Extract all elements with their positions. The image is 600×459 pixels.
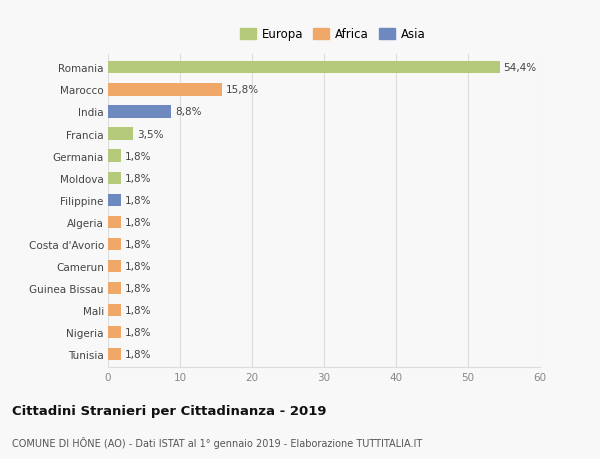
- Text: 1,8%: 1,8%: [125, 261, 151, 271]
- Text: Cittadini Stranieri per Cittadinanza - 2019: Cittadini Stranieri per Cittadinanza - 2…: [12, 404, 326, 417]
- Legend: Europa, Africa, Asia: Europa, Africa, Asia: [235, 24, 430, 46]
- Bar: [108, 106, 172, 118]
- Bar: [108, 282, 121, 294]
- Bar: [108, 84, 222, 96]
- Text: 1,8%: 1,8%: [125, 327, 151, 337]
- Bar: [108, 326, 121, 338]
- Text: 1,8%: 1,8%: [125, 239, 151, 249]
- Bar: [108, 260, 121, 272]
- Bar: [108, 62, 500, 74]
- Bar: [108, 304, 121, 316]
- Bar: [108, 172, 121, 184]
- Text: COMUNE DI HÔNE (AO) - Dati ISTAT al 1° gennaio 2019 - Elaborazione TUTTITALIA.IT: COMUNE DI HÔNE (AO) - Dati ISTAT al 1° g…: [12, 436, 422, 448]
- Text: 1,8%: 1,8%: [125, 151, 151, 161]
- Text: 1,8%: 1,8%: [125, 173, 151, 183]
- Text: 15,8%: 15,8%: [226, 85, 259, 95]
- Bar: [108, 194, 121, 206]
- Text: 1,8%: 1,8%: [125, 217, 151, 227]
- Bar: [108, 238, 121, 250]
- Bar: [108, 128, 133, 140]
- Text: 3,5%: 3,5%: [137, 129, 163, 139]
- Text: 1,8%: 1,8%: [125, 283, 151, 293]
- Bar: [108, 348, 121, 360]
- Text: 8,8%: 8,8%: [175, 107, 202, 117]
- Text: 1,8%: 1,8%: [125, 305, 151, 315]
- Text: 1,8%: 1,8%: [125, 349, 151, 359]
- Bar: [108, 216, 121, 228]
- Bar: [108, 150, 121, 162]
- Text: 1,8%: 1,8%: [125, 195, 151, 205]
- Text: 54,4%: 54,4%: [503, 63, 536, 73]
